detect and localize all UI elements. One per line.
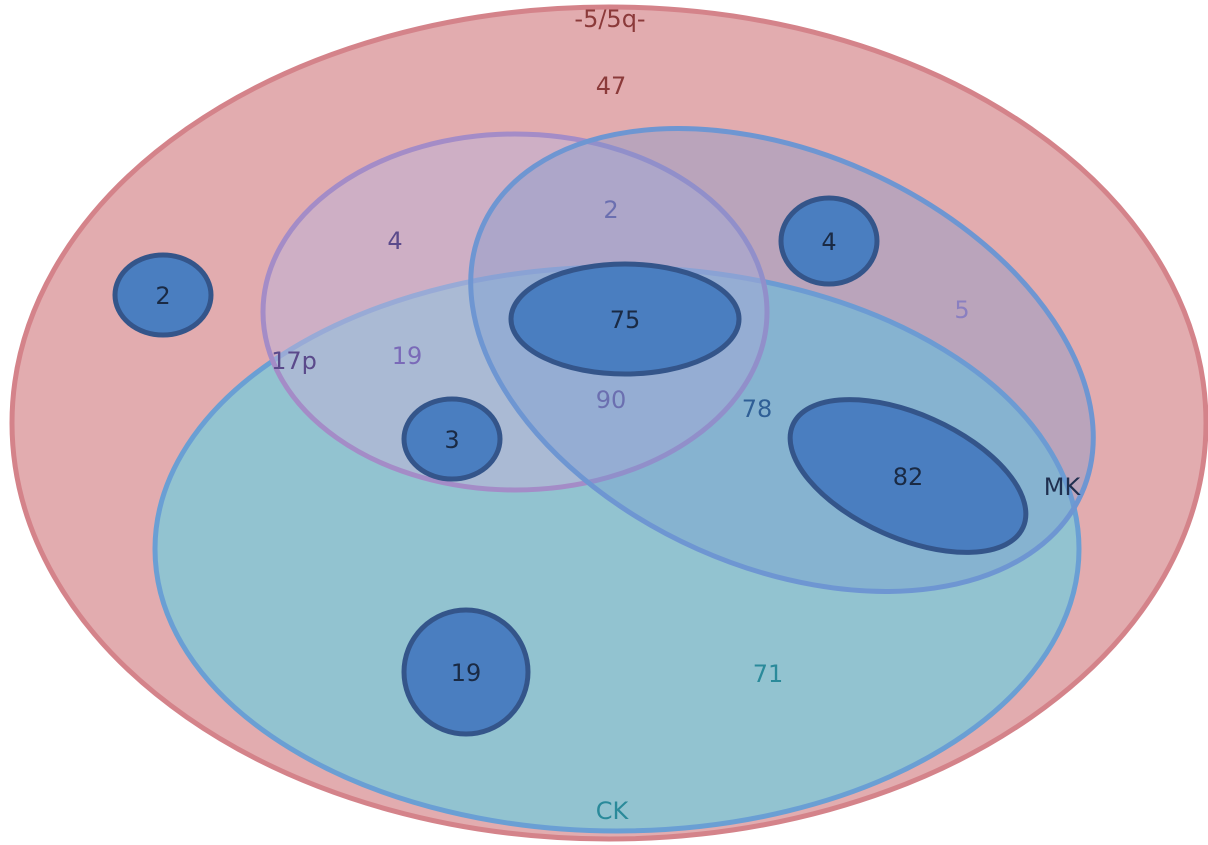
subgroup-blob-b bbox=[778, 195, 880, 287]
set-label-17p: 17p bbox=[271, 347, 317, 375]
set-label-mk: MK bbox=[1044, 473, 1082, 501]
subgroup-label-e: 82 bbox=[893, 463, 924, 491]
region-del5-mk-ck: 78 bbox=[742, 395, 773, 423]
region-del5-ck: 71 bbox=[753, 660, 784, 688]
subgroup-blob-f bbox=[401, 607, 531, 737]
subgroup-blob-c bbox=[508, 261, 742, 377]
region-del5-only: 47 bbox=[596, 72, 627, 100]
subgroup-blobs bbox=[112, 195, 1029, 737]
region-del5-17p-mk-ck: 90 bbox=[596, 386, 627, 414]
subgroup-blob-d bbox=[401, 396, 503, 482]
region-del5-17p-ck: 19 bbox=[392, 342, 423, 370]
region-del5-mk: 5 bbox=[954, 296, 969, 324]
subgroup-label-d: 3 bbox=[444, 426, 459, 454]
subgroup-blob-a bbox=[112, 252, 214, 338]
subgroup-label-a: 2 bbox=[155, 282, 170, 310]
set-label-del5: -5/5q- bbox=[574, 5, 645, 33]
set-label-ck: CK bbox=[596, 797, 630, 825]
region-del5-17p: 4 bbox=[387, 227, 402, 255]
subgroup-blob-e bbox=[787, 397, 1029, 555]
subgroup-label-f: 19 bbox=[451, 659, 482, 687]
region-del5-17p-mk: 2 bbox=[603, 196, 618, 224]
subgroup-label-b: 4 bbox=[821, 228, 836, 256]
subgroup-label-c: 75 bbox=[610, 306, 641, 334]
